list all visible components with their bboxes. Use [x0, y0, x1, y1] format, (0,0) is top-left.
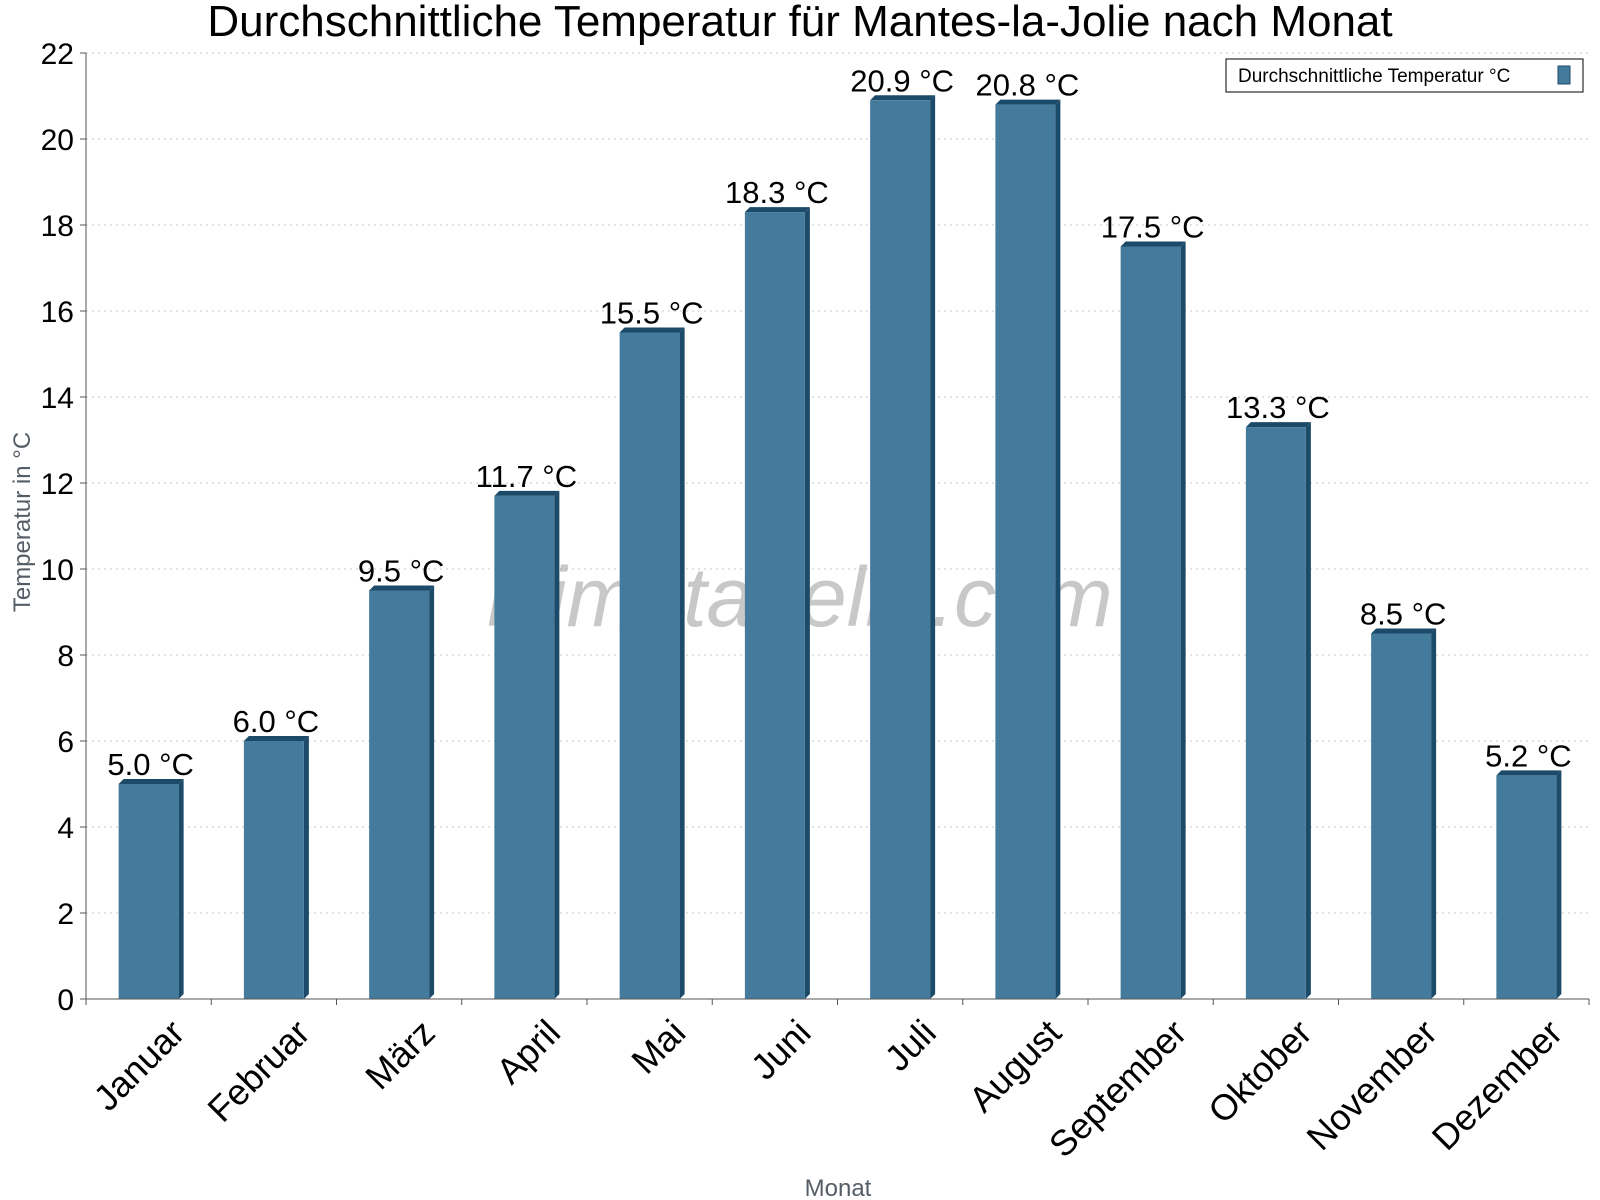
bar-top — [243, 736, 309, 741]
bar-top — [494, 490, 560, 496]
y-tick-label: 14 — [41, 382, 74, 415]
bar-front — [1120, 246, 1181, 999]
bar-front — [118, 784, 179, 999]
x-tick-label: Juli — [877, 1012, 944, 1079]
legend-label: Durchschnittliche Temperatur °C — [1238, 66, 1510, 87]
bar — [494, 490, 560, 999]
bar-top — [369, 585, 435, 591]
y-tick-label: 10 — [41, 554, 74, 587]
chart-title: Durchschnittliche Temperatur für Mantes-… — [207, 0, 1392, 46]
data-label: 17.5 °C — [1101, 210, 1205, 245]
bar — [995, 99, 1061, 1000]
y-tick-label: 0 — [57, 984, 74, 1017]
data-label: 6.0 °C — [233, 704, 320, 739]
bar-front — [870, 100, 931, 1000]
x-tick-label: September — [1041, 1012, 1195, 1166]
bar-side — [1556, 770, 1562, 999]
data-labels: 5.0 °C 6.0 °C 9.5 °C 11.7 °C 15.5 °C 18.3 °C 2… — [107, 63, 1571, 782]
data-label: 5.0 °C — [107, 747, 194, 782]
x-tick-label: April — [488, 1012, 568, 1092]
bar-front — [494, 495, 555, 999]
bar — [619, 327, 685, 999]
legend: Durchschnittliche Temperatur °C — [1225, 58, 1584, 93]
x-tick-label: August — [961, 1012, 1069, 1120]
bar-side — [554, 490, 560, 999]
x-axis-title: Monat — [805, 1175, 872, 1200]
x-tick-label: Dezember — [1424, 1012, 1570, 1158]
bar — [870, 95, 936, 1000]
bar-side — [679, 327, 685, 999]
bar — [243, 736, 309, 999]
bar — [1245, 422, 1311, 1000]
y-tick-label: 2 — [57, 898, 74, 931]
legend-swatch — [1557, 65, 1571, 85]
x-tick-label: Februar — [199, 1012, 317, 1130]
bar — [118, 779, 184, 999]
bar-side — [303, 736, 309, 999]
bar — [369, 585, 435, 999]
x-tick-label: Juni — [743, 1012, 819, 1088]
bar-top — [118, 779, 184, 784]
y-tick-label: 20 — [41, 124, 74, 157]
y-tick-label: 4 — [57, 812, 74, 845]
bar-side — [1305, 422, 1311, 1000]
data-label: 20.9 °C — [850, 63, 954, 98]
bar-side — [804, 207, 810, 1000]
bar — [1120, 241, 1186, 999]
y-axis-title: Temperatur in °C — [9, 432, 36, 612]
bar-top — [1371, 628, 1437, 634]
bar-side — [429, 585, 435, 999]
bar-side — [1180, 241, 1186, 999]
data-label: 20.8 °C — [976, 68, 1080, 103]
bar — [1496, 770, 1562, 999]
bar — [744, 207, 810, 1000]
data-label: 11.7 °C — [476, 459, 577, 494]
grid-lines — [86, 52, 1589, 914]
legend-box — [1225, 58, 1584, 93]
data-label: 13.3 °C — [1226, 390, 1330, 425]
bar-top — [1496, 770, 1562, 776]
data-label: 5.2 °C — [1485, 738, 1572, 773]
bar-top — [995, 99, 1061, 105]
bar-front — [1245, 427, 1306, 1000]
y-tick-label: 6 — [57, 726, 74, 759]
bar — [1371, 628, 1437, 999]
data-label: 8.5 °C — [1360, 597, 1447, 632]
bar-side — [930, 95, 936, 1000]
x-tick-label: Oktober — [1200, 1012, 1320, 1132]
bar-front — [369, 590, 430, 999]
y-tick-label: 8 — [57, 640, 74, 673]
bar-top — [1245, 422, 1311, 428]
bar-side — [178, 779, 184, 999]
bar-top — [870, 95, 936, 101]
bar-front — [744, 212, 805, 1000]
bar-front — [995, 104, 1056, 1000]
x-tick-label: Mai — [623, 1012, 693, 1082]
bar-top — [619, 327, 685, 333]
bar-side — [1055, 99, 1061, 1000]
data-label: 9.5 °C — [358, 554, 445, 589]
bar-top — [744, 207, 810, 213]
bar-side — [1431, 628, 1437, 999]
bar-front — [1371, 633, 1432, 999]
y-tick-label: 18 — [41, 210, 74, 243]
bar-top — [1120, 241, 1186, 247]
bar-front — [1496, 775, 1557, 999]
y-tick-label: 22 — [41, 38, 74, 71]
x-tick-label: November — [1298, 1012, 1444, 1158]
y-tick-label: 12 — [41, 468, 74, 501]
x-tick-label: Januar — [85, 1012, 192, 1119]
bars — [118, 95, 1562, 1000]
data-label: 18.3 °C — [725, 175, 829, 210]
bar-front — [619, 332, 680, 999]
y-tick-label: 16 — [41, 296, 74, 329]
bar-front — [243, 741, 304, 999]
x-tick-label: März — [357, 1012, 443, 1098]
data-label: 15.5 °C — [600, 296, 704, 331]
